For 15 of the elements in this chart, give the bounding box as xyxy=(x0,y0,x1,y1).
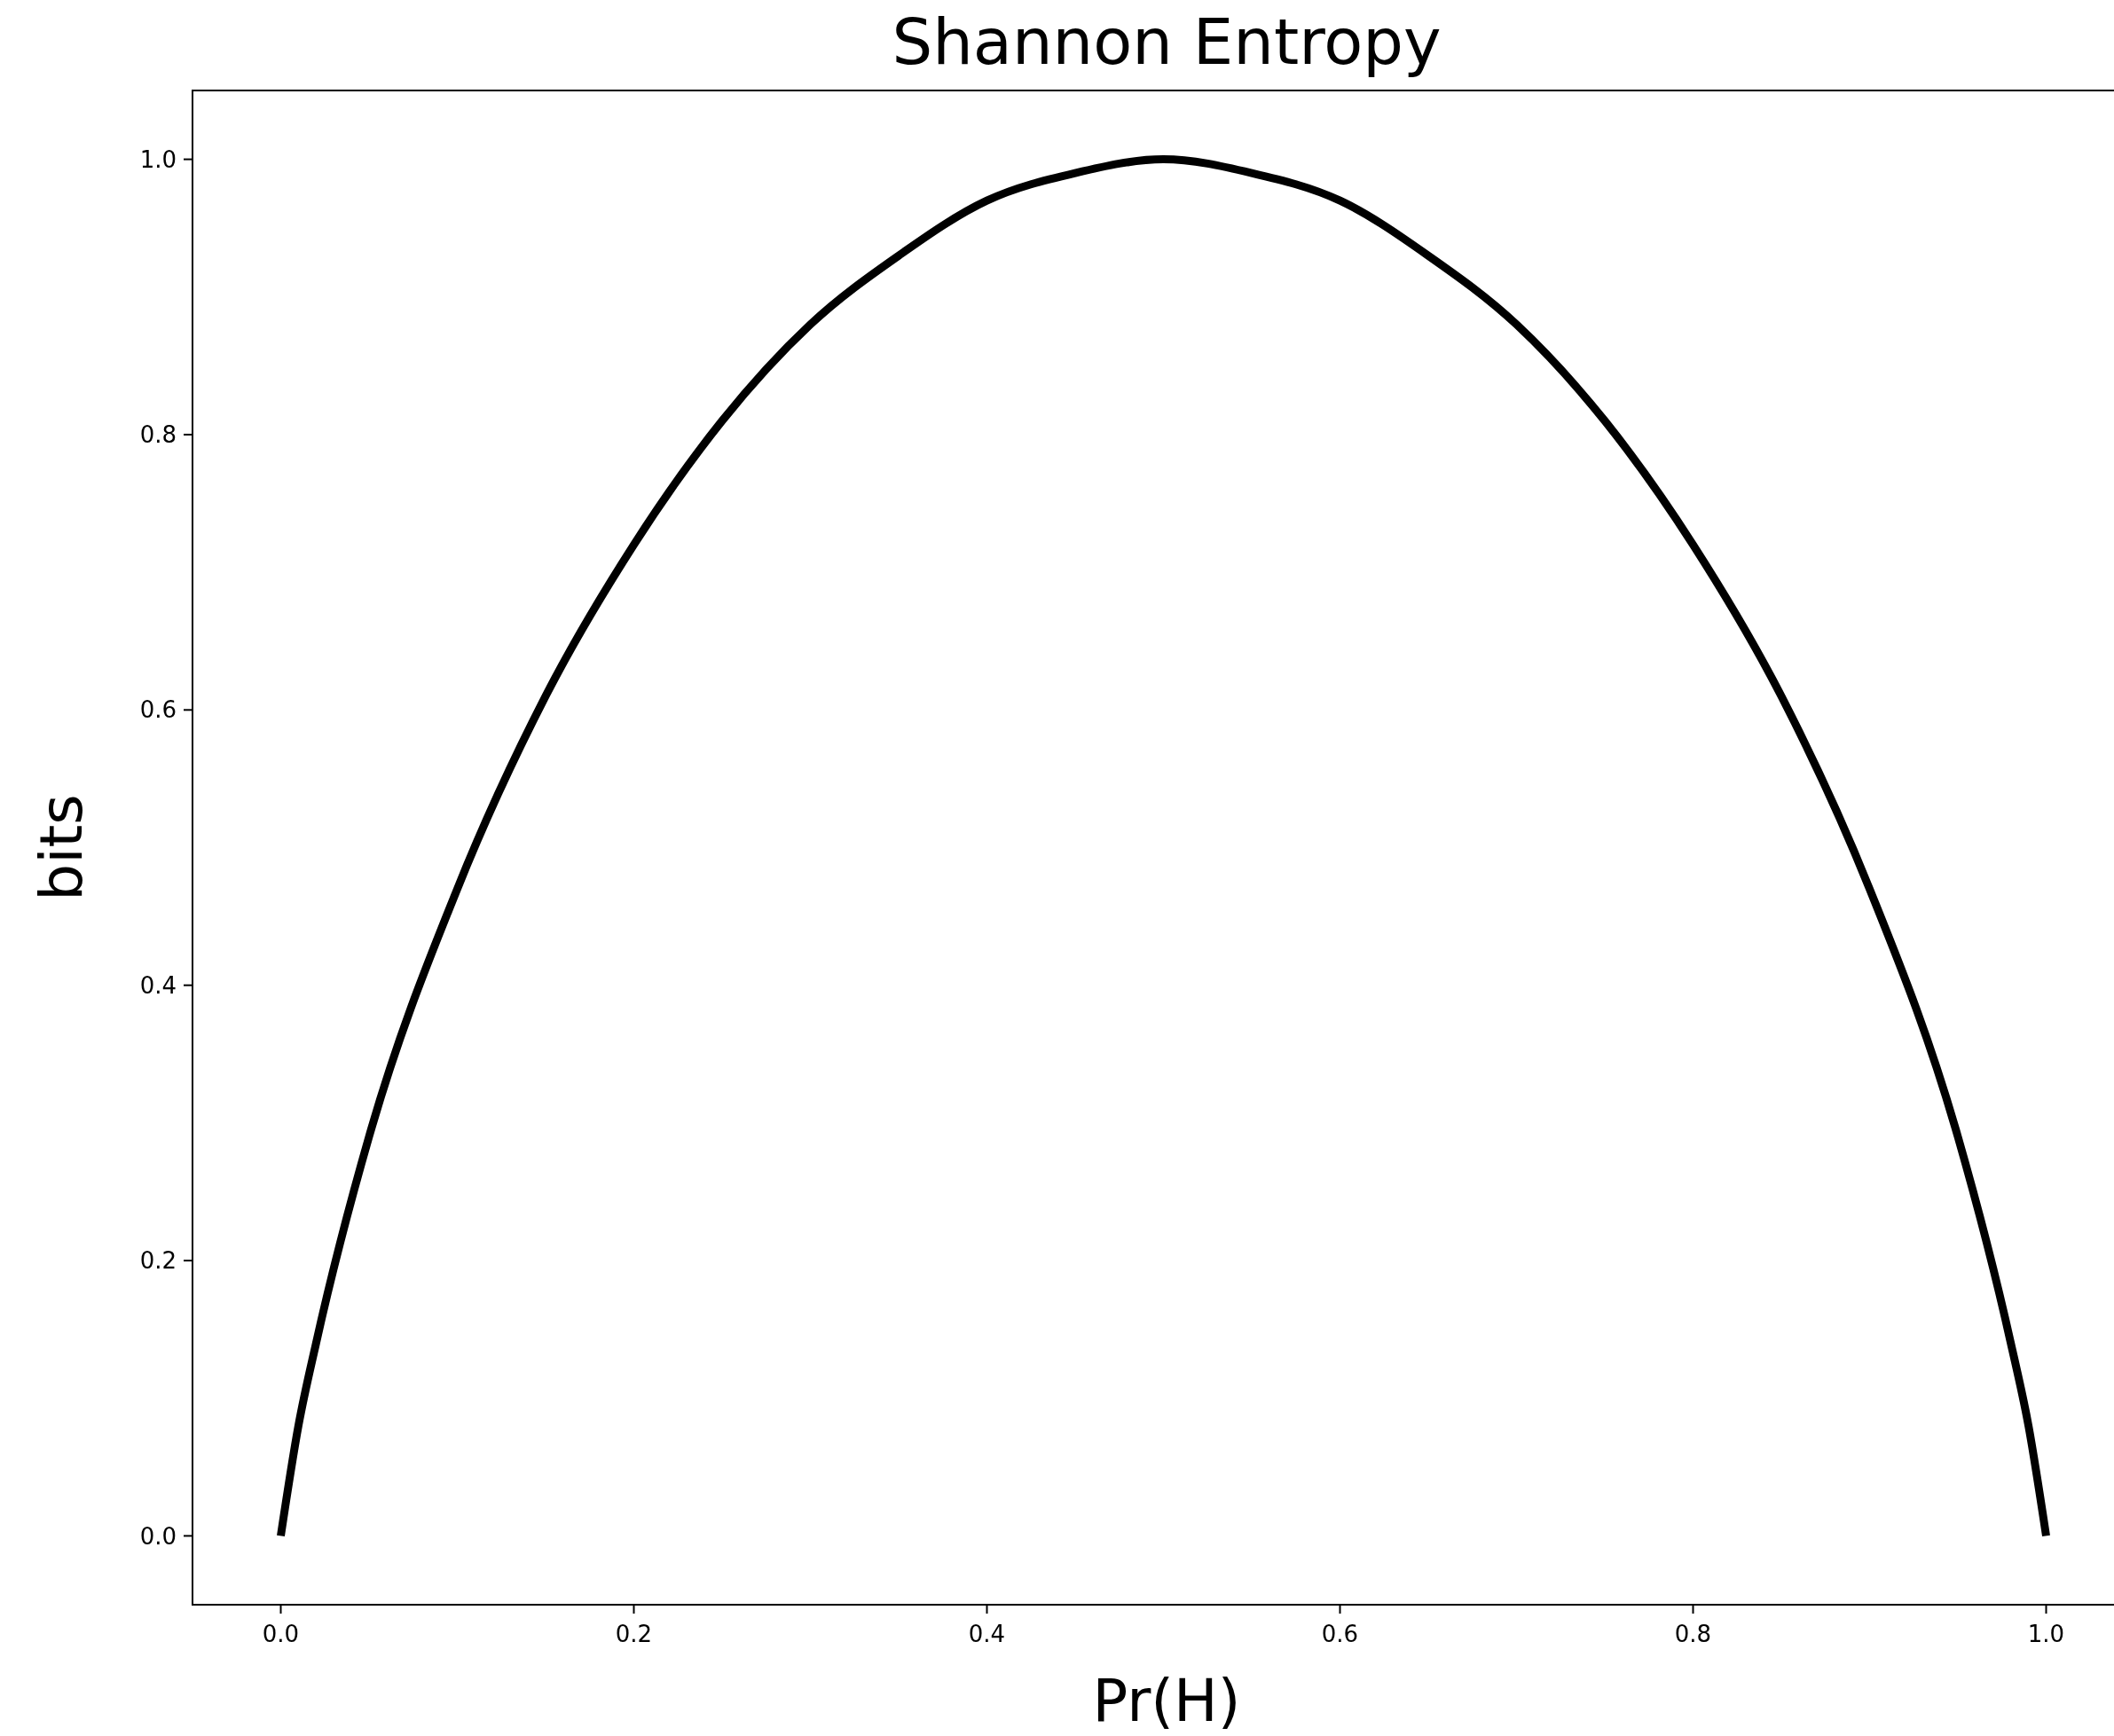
chart-title: Shannon Entropy xyxy=(892,4,1442,79)
x-tick-label: 0.8 xyxy=(1674,1621,1712,1647)
y-axis-title: bits xyxy=(28,794,96,901)
x-tick-label: 1.0 xyxy=(2027,1621,2065,1647)
x-axis-title: Pr(H) xyxy=(1092,1667,1241,1735)
y-tick-label: 0.2 xyxy=(139,1247,177,1275)
y-tick-label: 0.4 xyxy=(139,971,177,999)
y-tick-label: 0.6 xyxy=(139,696,177,724)
x-tick-label: 0.0 xyxy=(262,1621,300,1647)
x-tick-label: 0.4 xyxy=(968,1621,1006,1647)
x-tick-label: 0.2 xyxy=(615,1621,653,1647)
y-tick-label: 1.0 xyxy=(139,145,177,173)
y-tick-label: 0.0 xyxy=(139,1522,177,1550)
y-tick-label: 0.8 xyxy=(139,421,177,449)
x-tick-label: 0.6 xyxy=(1321,1621,1359,1647)
